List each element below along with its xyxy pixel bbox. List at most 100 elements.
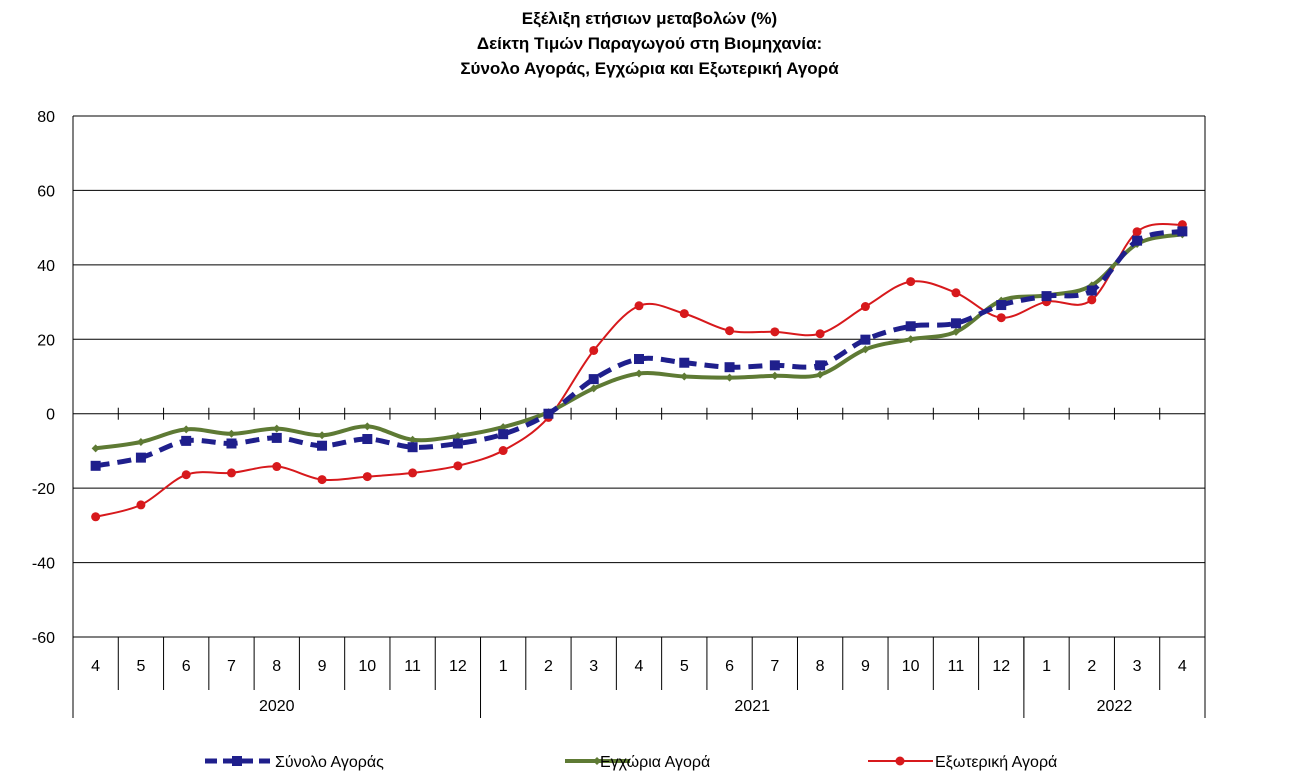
x-tick-label: 10	[358, 658, 376, 675]
year-label: 2021	[734, 698, 770, 715]
x-tick-label: 10	[902, 658, 920, 675]
circle-marker	[679, 309, 689, 319]
diamond-marker	[453, 432, 462, 441]
x-tick-label: 11	[404, 658, 421, 675]
circle-marker	[770, 327, 780, 337]
diamond-marker	[770, 371, 779, 380]
circle-marker	[906, 277, 916, 287]
chart-title-line-1: Εξέλιξη ετήσιων μεταβολών (%)	[521, 9, 778, 28]
square-marker	[90, 460, 101, 471]
circle-marker	[91, 512, 101, 522]
square-marker	[226, 438, 237, 449]
square-marker	[815, 360, 826, 371]
x-tick-label: 7	[770, 658, 779, 675]
circle-marker	[1132, 227, 1142, 237]
circle-marker	[272, 462, 282, 472]
x-tick-label: 1	[1042, 658, 1051, 675]
x-tick-label: 4	[635, 658, 644, 675]
y-tick-label: 0	[46, 407, 55, 424]
y-tick-label: 20	[37, 332, 55, 349]
diamond-marker	[861, 345, 870, 354]
square-marker	[135, 452, 146, 463]
x-tick-label: 12	[449, 658, 467, 675]
diamond-marker	[816, 370, 825, 379]
circle-marker	[317, 475, 327, 485]
chart-title-line-3: Σύνολο Αγοράς, Εγχώρια και Εξωτερική Αγο…	[460, 59, 839, 78]
legend-label: Εξωτερική Αγορά	[935, 754, 1057, 771]
circle-marker	[362, 472, 372, 482]
circle-marker	[815, 329, 825, 339]
diamond-marker	[318, 431, 327, 440]
circle-marker	[498, 446, 508, 456]
legend-item: Εγχώρια Αγορά	[565, 754, 710, 771]
year-label: 2022	[1097, 698, 1133, 715]
square-marker	[362, 434, 373, 445]
square-marker	[498, 429, 509, 440]
circle-marker	[589, 345, 599, 355]
x-tick-label: 2	[544, 658, 553, 675]
square-marker	[407, 442, 418, 453]
square-marker	[1132, 235, 1143, 246]
square-marker	[950, 318, 961, 329]
y-tick-label: 40	[37, 258, 55, 275]
square-marker	[769, 360, 780, 371]
circle-marker	[136, 500, 146, 510]
circle-marker	[408, 468, 418, 478]
x-tick-label: 7	[227, 658, 236, 675]
year-label: 2020	[259, 698, 295, 715]
circle-marker	[181, 470, 191, 480]
square-marker	[996, 300, 1007, 311]
y-tick-label: -40	[32, 556, 55, 573]
legend-item: Εξωτερική Αγορά	[868, 754, 1057, 771]
x-tick-label: 12	[992, 658, 1010, 675]
diamond-marker	[363, 422, 372, 431]
series-line	[95, 232, 1183, 451]
legend-label: Σύνολο Αγοράς	[275, 754, 384, 771]
legend-label: Εγχώρια Αγορά	[600, 754, 710, 771]
y-tick-label: 80	[37, 109, 55, 126]
x-tick-label: 9	[861, 658, 870, 675]
square-marker	[679, 357, 690, 368]
diamond-marker	[635, 369, 643, 378]
circle-marker	[226, 468, 236, 478]
square-marker	[905, 321, 916, 332]
diamond-marker	[182, 425, 191, 434]
chart-title-line-2: Δείκτη Τιμών Παραγωγού στη Βιομηχανία:	[476, 34, 823, 53]
x-tick-label: 8	[272, 658, 281, 675]
x-tick-label: 3	[589, 658, 598, 675]
x-tick-label: 5	[136, 658, 145, 675]
diamond-marker	[499, 423, 508, 432]
diamond-marker	[136, 437, 145, 446]
x-tick-label: 8	[816, 658, 825, 675]
square-marker	[588, 374, 599, 385]
square-marker	[1086, 285, 1097, 296]
circle-marker	[725, 326, 735, 336]
x-tick-label: 3	[1133, 658, 1142, 675]
square-marker	[724, 362, 735, 373]
diamond-marker	[227, 429, 236, 438]
diamond-marker	[272, 424, 281, 433]
circle-marker	[634, 301, 644, 311]
series-0	[90, 226, 1188, 471]
x-tick-label: 6	[725, 658, 734, 675]
x-tick-label: 5	[680, 658, 689, 675]
diamond-marker	[408, 435, 417, 444]
square-marker	[1177, 226, 1188, 237]
square-marker	[860, 334, 871, 345]
diamond-marker	[593, 757, 601, 765]
chart-title: Εξέλιξη ετήσιων μεταβολών (%) Δείκτη Τιμ…	[0, 6, 1299, 81]
square-marker	[317, 440, 328, 451]
x-tick-label: 1	[499, 658, 508, 675]
square-marker	[271, 432, 282, 443]
square-marker	[181, 435, 192, 446]
y-tick-label: 60	[37, 183, 55, 200]
series-1	[91, 230, 1187, 453]
square-marker	[452, 438, 463, 449]
x-tick-label: 2	[1087, 658, 1096, 675]
circle-marker	[895, 756, 905, 766]
square-marker	[543, 408, 554, 419]
square-marker	[1041, 291, 1052, 302]
x-tick-label: 6	[182, 658, 191, 675]
y-tick-label: -60	[32, 630, 55, 647]
